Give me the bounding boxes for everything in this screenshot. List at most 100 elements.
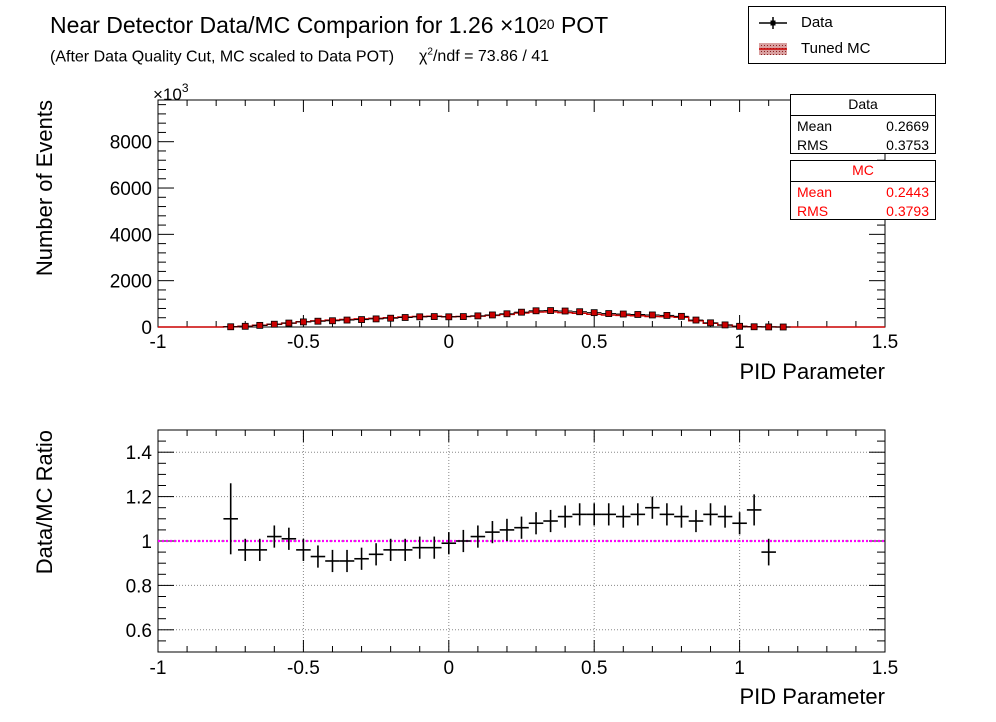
data-point — [372, 315, 380, 323]
title-suffix: POT — [554, 12, 609, 38]
stats-box-data: Data Mean 0.2669 RMS 0.3753 — [790, 94, 936, 154]
y-tick-label: 1.4 — [126, 443, 153, 464]
stats-mc-mean-label: Mean — [797, 184, 833, 200]
x-tick-label: 0 — [444, 332, 455, 353]
y-axis-title: Number of Events — [32, 100, 57, 276]
x-tick-label: 0.5 — [581, 332, 607, 353]
data-point — [241, 322, 249, 330]
data-point — [605, 310, 613, 317]
stats-data-rms-value: 0.3753 — [886, 137, 929, 153]
ratio-point — [296, 538, 311, 561]
data-point — [387, 314, 395, 322]
ratio-point — [601, 503, 617, 526]
data-point — [256, 321, 264, 329]
plot-frame — [157, 99, 886, 328]
data-point — [416, 313, 424, 321]
ratio-point — [499, 518, 515, 541]
legend-label-mc: Tuned MC — [801, 40, 871, 57]
ratio-point — [659, 503, 675, 526]
ratio-point — [528, 512, 544, 535]
ratio-point — [630, 503, 646, 526]
y-tick-label: 0.8 — [126, 576, 152, 597]
stats-box-mc: MC Mean 0.2443 RMS 0.3793 — [790, 160, 936, 220]
stats-mc-rms-label: RMS — [797, 203, 829, 219]
data-point — [459, 313, 467, 320]
stats-data-mean-value: 0.2669 — [886, 118, 929, 134]
ratio-point — [514, 516, 529, 539]
chi2-label: χ2/ndf = 73.86 / 41 — [419, 47, 550, 66]
data-point — [707, 319, 714, 327]
ratio-point — [397, 538, 413, 561]
data-point — [489, 311, 496, 319]
data-point — [343, 316, 351, 324]
ratio-point — [383, 538, 398, 561]
legend-label-data: Data — [801, 14, 833, 31]
ratio-point — [746, 494, 762, 526]
title-times: ×10 — [499, 12, 539, 38]
stats-divider — [791, 115, 935, 116]
data-point — [721, 321, 729, 329]
title-prefix: Near Detector Data/MC Comparion for 1.26 — [50, 12, 500, 38]
data-point — [736, 322, 743, 330]
y-tick-label: 6000 — [110, 179, 152, 200]
x-tick-label: 0 — [444, 658, 455, 679]
x-tick-label: -1 — [150, 658, 167, 679]
ratio-point — [412, 536, 427, 559]
stats-data-rms-label: RMS — [797, 137, 829, 153]
ratio-point — [470, 525, 486, 548]
ratio-point — [325, 549, 340, 573]
chi2-value: /ndf = 73.86 / 41 — [432, 48, 550, 66]
data-point — [401, 314, 409, 321]
legend: Data Tuned MC — [748, 6, 946, 64]
data-point — [270, 320, 278, 328]
data-point — [692, 316, 700, 324]
chi2-symbol: χ — [419, 48, 428, 66]
y-tick-label: 1.2 — [126, 488, 152, 509]
ratio-point — [310, 545, 326, 568]
ratio-point — [674, 505, 689, 528]
ratio-point — [368, 543, 384, 566]
legend-marker-data — [759, 17, 787, 29]
data-point — [474, 312, 482, 320]
data-point — [619, 310, 627, 318]
subtitle-text: (After Data Quality Cut, MC scaled to Da… — [50, 48, 395, 66]
ratio-point — [688, 509, 704, 533]
data-point — [576, 308, 584, 316]
stats-mc-rms-value: 0.3793 — [886, 203, 929, 219]
data-point — [779, 323, 787, 331]
x-tick-label: 1 — [734, 658, 745, 679]
ratio-point — [557, 505, 573, 528]
chart-subtitle: (After Data Quality Cut, MC scaled to Da… — [50, 47, 549, 66]
data-point — [314, 317, 322, 325]
ratio-point — [645, 496, 660, 519]
x-axis-title: PID Parameter — [740, 359, 886, 384]
legend-item-data: Data — [755, 13, 940, 33]
ratio-point — [732, 512, 747, 535]
x-tick-label: 1.5 — [872, 658, 898, 679]
ratio-point — [252, 538, 268, 561]
data-point — [678, 312, 685, 320]
ratio-point — [281, 527, 297, 550]
chart-title: Near Detector Data/MC Comparion for 1.26… — [50, 12, 608, 39]
y-tick-label: 0.6 — [126, 621, 152, 642]
ratio-point — [339, 549, 355, 573]
data-point — [227, 323, 235, 331]
data-point — [430, 313, 438, 320]
y-axis-title: Data/MC Ratio — [32, 430, 57, 574]
ratio-point — [703, 503, 718, 526]
ratio-point — [237, 538, 253, 561]
x-tick-label: 1 — [734, 332, 745, 353]
data-point — [648, 311, 656, 319]
ratio-point — [426, 536, 442, 559]
data-point — [663, 312, 671, 319]
ratio-point — [485, 521, 500, 544]
data-point — [750, 323, 758, 331]
x-tick-label: 1.5 — [872, 332, 898, 353]
ratio-point — [354, 547, 369, 570]
x-tick-label: -0.5 — [287, 658, 320, 679]
y-tick-label: 1 — [141, 532, 152, 553]
ratio-point — [441, 532, 457, 555]
stats-mc-mean-value: 0.2443 — [886, 184, 929, 200]
stats-data-title: Data — [848, 96, 878, 112]
data-point — [634, 311, 642, 318]
